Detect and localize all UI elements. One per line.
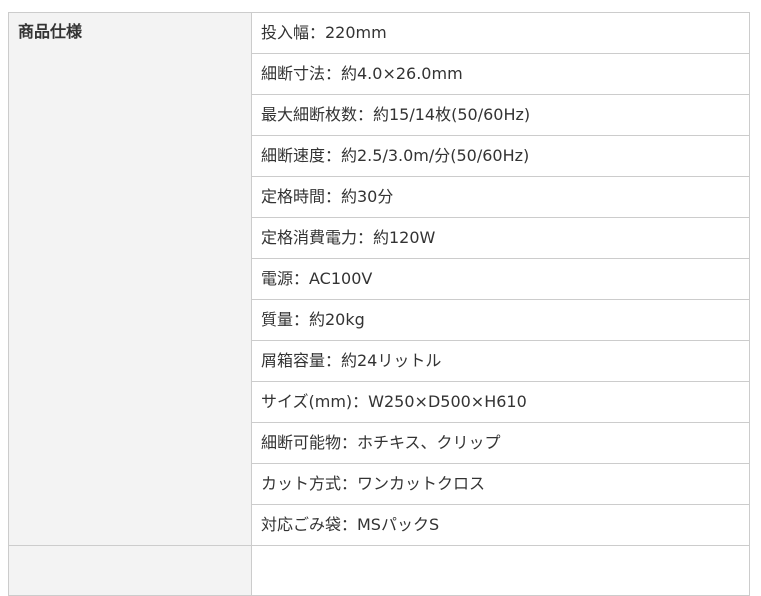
spec-value: 電源：AC100V xyxy=(251,258,750,300)
table-row: 屑箱容量：約24リットル xyxy=(9,340,750,382)
spec-value: 細断可能物：ホチキス、クリップ xyxy=(251,422,750,464)
next-header xyxy=(8,545,252,596)
spec-value: 屑箱容量：約24リットル xyxy=(251,340,750,382)
table-row: 商品仕様 投入幅：220mm xyxy=(8,12,750,546)
table-row: サイズ(mm)：W250×D500×H610 xyxy=(9,381,750,423)
table-row: 細断可能物：ホチキス、クリップ xyxy=(9,422,750,464)
spec-header: 商品仕様 xyxy=(8,12,252,546)
next-value xyxy=(251,545,750,596)
table-row: 最大細断枚数：約15/14枚(50/60Hz) xyxy=(9,94,750,136)
table-row: 定格時間：約30分 xyxy=(9,176,750,218)
table-row: 質量：約20kg xyxy=(9,299,750,341)
spec-value: 最大細断枚数：約15/14枚(50/60Hz) xyxy=(251,94,750,136)
spec-value: カット方式：ワンカットクロス xyxy=(251,463,750,505)
spec-value: 投入幅：220mm xyxy=(251,12,750,54)
spec-value: 定格時間：約30分 xyxy=(251,176,750,218)
spec-value: サイズ(mm)：W250×D500×H610 xyxy=(251,381,750,423)
table-row: 電源：AC100V xyxy=(9,258,750,300)
spec-value: 質量：約20kg xyxy=(251,299,750,341)
spec-table: 商品仕様 投入幅：220mm 細断寸法：約4.0×26.0mm 最大細断枚数：約… xyxy=(8,12,750,596)
table-row: 定格消費電力：約120W xyxy=(9,217,750,259)
table-row: カット方式：ワンカットクロス xyxy=(9,463,750,505)
spec-value: 対応ごみ袋：MSパックS xyxy=(251,504,750,546)
spec-value: 細断速度：約2.5/3.0m/分(50/60Hz) xyxy=(251,135,750,177)
table-row xyxy=(8,545,750,596)
table-row: 細断寸法：約4.0×26.0mm xyxy=(9,53,750,95)
spec-value: 定格消費電力：約120W xyxy=(251,217,750,259)
spec-value: 細断寸法：約4.0×26.0mm xyxy=(251,53,750,95)
